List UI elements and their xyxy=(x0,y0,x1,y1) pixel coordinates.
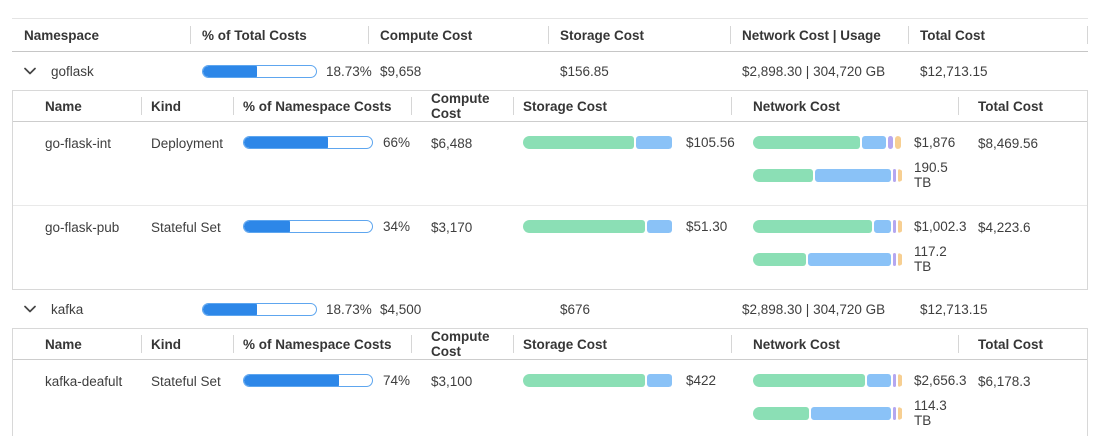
total-cost-value: $6,178.3 xyxy=(978,374,1031,389)
workload-row-go-flask-pub: go-flask-pub Stateful Set 34% $3,170 $51… xyxy=(13,205,1087,289)
percent-of-total-value: 18.73% xyxy=(326,301,372,317)
total-cost-value: $12,713.15 xyxy=(920,301,988,317)
total-cost-value: $8,469.56 xyxy=(978,136,1039,151)
storage-cost-value: $105.56 xyxy=(686,135,735,150)
network-cost-value: $1,002.3 xyxy=(914,219,967,234)
network-usage-value: 190.5 TB xyxy=(914,160,948,190)
percent-of-namespace-bar xyxy=(243,220,373,233)
main-table-header: Namespace % of Total Costs Compute Cost … xyxy=(12,18,1088,52)
chevron-down-icon[interactable] xyxy=(22,303,38,315)
compute-cost-value: $3,170 xyxy=(431,220,473,235)
compute-cost-value: $6,488 xyxy=(431,136,473,151)
compute-cost-value: $4,500 xyxy=(380,301,422,317)
storage-cost-bar xyxy=(523,136,675,149)
col-header-percent-total: % of Total Costs xyxy=(202,27,307,43)
namespace-row-goflask[interactable]: goflask 18.73% $9,658 $156.85 $2,898.30 … xyxy=(12,52,1088,90)
percent-of-total-bar xyxy=(202,64,317,78)
chevron-down-icon[interactable] xyxy=(22,65,38,77)
storage-cost-value: $422 xyxy=(686,373,717,388)
network-cost-value: $1,876 xyxy=(914,135,956,150)
network-cost-bar xyxy=(753,374,904,387)
col-header-compute-cost: Compute Cost xyxy=(380,27,473,43)
subcol-header-name: Name xyxy=(45,98,82,114)
network-usage-bar xyxy=(753,168,904,182)
storage-cost-value: $156.85 xyxy=(560,63,609,79)
percent-of-total-bar xyxy=(202,302,317,316)
namespace-name: kafka xyxy=(51,301,84,317)
percent-of-namespace-value: 74% xyxy=(383,373,411,388)
storage-cost-bar xyxy=(523,374,675,387)
storage-cost-value: $51.30 xyxy=(686,219,728,234)
network-cost-usage-value: $2,898.30 | 304,720 GB xyxy=(742,301,886,317)
workload-table-header: Name Kind % of Namespace Costs Compute C… xyxy=(13,329,1087,360)
subcol-header-total: Total Cost xyxy=(978,98,1043,114)
namespace-row-kafka[interactable]: kafka 18.73% $4,500 $676 $2,898.30 | 304… xyxy=(12,290,1088,328)
workload-table-kafka: Name Kind % of Namespace Costs Compute C… xyxy=(12,328,1088,436)
percent-of-total-value: 18.73% xyxy=(326,63,372,79)
workload-table-header: Name Kind % of Namespace Costs Compute C… xyxy=(13,91,1087,122)
subcol-header-kind: Kind xyxy=(151,336,181,352)
workload-row-kafka-deafult: kafka-deafult Stateful Set 74% $3,100 $4… xyxy=(13,360,1087,436)
network-cost-value: $2,656.3 xyxy=(914,373,967,388)
percent-of-namespace-bar xyxy=(243,374,373,387)
total-cost-value: $12,713.15 xyxy=(920,63,988,79)
storage-cost-bar xyxy=(523,220,675,233)
compute-cost-value: $3,100 xyxy=(431,374,473,389)
subcol-header-compute: Compute Cost xyxy=(431,329,490,359)
compute-cost-value: $9,658 xyxy=(380,63,422,79)
namespace-name: goflask xyxy=(51,63,94,79)
workload-name: kafka-deafult xyxy=(45,374,123,389)
network-usage-bar xyxy=(753,252,904,266)
workload-kind: Stateful Set xyxy=(151,374,221,389)
network-usage-value: 117.2 TB xyxy=(914,244,947,274)
percent-of-namespace-value: 34% xyxy=(383,219,411,234)
workload-row-go-flask-int: go-flask-int Deployment 66% $6,488 $105.… xyxy=(13,122,1087,205)
network-cost-bar xyxy=(753,136,904,149)
workload-name: go-flask-pub xyxy=(45,220,120,235)
col-header-storage-cost: Storage Cost xyxy=(560,27,645,43)
subcol-header-storage: Storage Cost xyxy=(523,336,608,352)
subcol-header-network: Network Cost xyxy=(753,336,841,352)
workload-kind: Stateful Set xyxy=(151,220,221,235)
workload-table-goflask: Name Kind % of Namespace Costs Compute C… xyxy=(12,90,1088,290)
col-header-network-cost: Network Cost | Usage xyxy=(742,27,881,43)
subcol-header-percent: % of Namespace Costs xyxy=(243,98,392,114)
subcol-header-network: Network Cost xyxy=(753,98,841,114)
namespace-cost-table: Namespace % of Total Costs Compute Cost … xyxy=(12,18,1088,436)
total-cost-value: $4,223.6 xyxy=(978,220,1031,235)
subcol-header-name: Name xyxy=(45,336,82,352)
subcol-header-total: Total Cost xyxy=(978,336,1043,352)
network-cost-bar xyxy=(753,220,904,233)
workload-name: go-flask-int xyxy=(45,136,112,151)
col-header-total-cost: Total Cost xyxy=(920,27,985,43)
percent-of-namespace-value: 66% xyxy=(383,135,411,150)
network-usage-bar xyxy=(753,406,904,420)
subcol-header-percent: % of Namespace Costs xyxy=(243,336,392,352)
subcol-header-kind: Kind xyxy=(151,98,181,114)
subcol-header-storage: Storage Cost xyxy=(523,98,608,114)
percent-of-namespace-bar xyxy=(243,136,373,149)
storage-cost-value: $676 xyxy=(560,301,591,317)
workload-kind: Deployment xyxy=(151,136,224,151)
network-cost-usage-value: $2,898.30 | 304,720 GB xyxy=(742,63,886,79)
network-usage-value: 114.3 TB xyxy=(914,398,947,428)
subcol-header-compute: Compute Cost xyxy=(431,91,490,121)
col-header-namespace: Namespace xyxy=(24,27,100,43)
